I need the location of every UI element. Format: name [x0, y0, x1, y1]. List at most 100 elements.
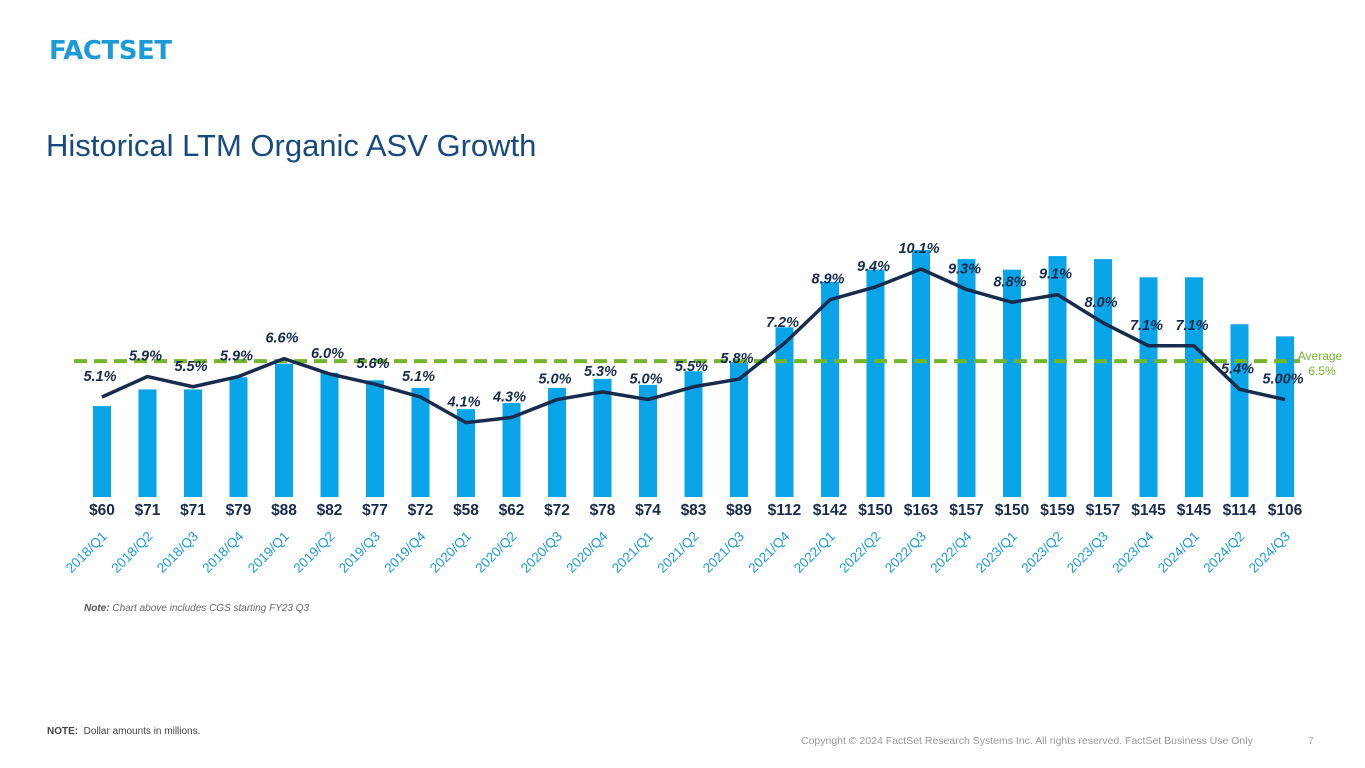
- growth-label: 5.1%: [83, 369, 116, 385]
- growth-label: 5.5%: [675, 359, 708, 375]
- bar: [912, 250, 930, 497]
- bar: [684, 371, 703, 497]
- bar-value-label: $74: [635, 502, 661, 519]
- bar: [821, 281, 839, 497]
- category-label: 2022/Q2: [836, 529, 883, 576]
- bar: [457, 409, 475, 497]
- category-label: 2023/Q1: [973, 529, 1020, 576]
- bar-value-label: $163: [904, 502, 939, 519]
- bar-value-label: $112: [768, 502, 802, 519]
- bar-value-label: $89: [726, 502, 752, 519]
- factset-logo: FACTSET: [49, 36, 172, 66]
- bar: [320, 372, 339, 497]
- category-label: 2019/Q2: [290, 529, 337, 576]
- bar-value-label: $150: [858, 502, 892, 519]
- growth-label: 9.4%: [857, 259, 890, 275]
- category-label: 2020/Q4: [563, 528, 611, 576]
- bar: [502, 403, 521, 497]
- bar: [1003, 269, 1021, 497]
- category-label: 2023/Q4: [1109, 528, 1157, 576]
- bar-value-label: $157: [1086, 502, 1120, 519]
- bar-value-label: $79: [226, 502, 252, 519]
- footnote: NOTE: Dollar amounts in millions.: [47, 726, 200, 737]
- bar-value-label: $82: [317, 502, 343, 519]
- category-label: 2022/Q1: [791, 529, 838, 576]
- average-label: Average: [1298, 349, 1343, 363]
- bar-value-label: $60: [89, 502, 115, 519]
- growth-label: 5.1%: [402, 369, 435, 385]
- category-label: 2024/Q1: [1155, 529, 1202, 576]
- category-label: 2019/Q4: [381, 528, 429, 576]
- growth-label: 5.0%: [629, 372, 662, 388]
- growth-label: 8.8%: [993, 274, 1026, 290]
- bar: [1230, 324, 1249, 497]
- category-label: 2018/Q1: [63, 529, 110, 576]
- bar: [138, 389, 157, 497]
- growth-label: 7.1%: [1175, 318, 1208, 334]
- growth-label: 7.2%: [766, 315, 799, 331]
- growth-label: 5.6%: [356, 356, 389, 372]
- bar-value-label: $78: [590, 502, 616, 519]
- category-label: 2018/Q4: [199, 528, 247, 576]
- category-label: 2024/Q2: [1200, 529, 1247, 576]
- growth-label: 4.1%: [446, 395, 480, 411]
- growth-label: 6.6%: [265, 331, 298, 347]
- bar-value-label: $150: [995, 502, 1029, 519]
- growth-label: 9.1%: [1039, 267, 1072, 283]
- category-label: 2023/Q3: [1064, 529, 1111, 576]
- growth-label: 5.00%: [1262, 372, 1303, 388]
- bar-value-label: $159: [1040, 502, 1075, 519]
- bar: [1276, 336, 1294, 497]
- bar-value-label: $71: [180, 502, 206, 519]
- growth-label: 8.0%: [1084, 295, 1117, 311]
- bar-value-label: $106: [1268, 502, 1303, 519]
- chart-note: Note: Chart above includes CGS starting …: [84, 603, 309, 614]
- page-number: 7: [1308, 735, 1314, 747]
- bar-value-label: $145: [1177, 502, 1212, 519]
- chart-note-text: Chart above includes CGS starting FY23 Q…: [112, 603, 310, 614]
- category-label: 2024/Q3: [1246, 529, 1293, 576]
- page-title: Historical LTM Organic ASV Growth: [46, 128, 537, 163]
- bar-value-label: $157: [949, 502, 983, 519]
- bar: [366, 380, 384, 497]
- category-label: 2021/Q2: [654, 529, 701, 576]
- growth-label: 5.9%: [129, 349, 162, 365]
- growth-label: 5.5%: [174, 359, 207, 375]
- category-label: 2021/Q1: [609, 529, 656, 576]
- growth-label: 10.1%: [898, 241, 939, 257]
- growth-line: [101, 267, 1286, 425]
- bar: [93, 406, 111, 497]
- category-label: 2021/Q4: [745, 528, 793, 576]
- category-label: 2020/Q3: [518, 529, 565, 576]
- bar-value-label: $72: [408, 502, 434, 519]
- category-label: 2019/Q1: [245, 529, 292, 576]
- bar-value-label: $142: [813, 502, 847, 519]
- bar-value-label: $72: [544, 502, 570, 519]
- bar-value-label: $83: [681, 502, 707, 519]
- copyright-text: Copyright © 2024 FactSet Research System…: [801, 735, 1253, 747]
- category-label: 2021/Q3: [700, 529, 747, 576]
- category-label: 2023/Q2: [1018, 529, 1065, 576]
- bar-value-label: $114: [1223, 502, 1257, 519]
- bar: [639, 384, 657, 497]
- bar: [775, 327, 794, 497]
- growth-label: 6.0%: [311, 346, 344, 362]
- growth-label: 5.4%: [1221, 361, 1254, 377]
- bar: [730, 362, 748, 497]
- growth-label: 9.3%: [948, 261, 981, 277]
- bar-value-label: $77: [362, 502, 388, 519]
- growth-label: 5.8%: [720, 351, 753, 367]
- bar: [1139, 277, 1158, 497]
- category-label: 2019/Q3: [336, 529, 383, 576]
- bar-value-label: $71: [135, 502, 161, 519]
- bar: [229, 377, 248, 497]
- category-label: 2018/Q2: [108, 529, 155, 576]
- growth-label: 5.9%: [220, 349, 253, 365]
- bar-value-label: $88: [271, 502, 297, 519]
- footnote-text: Dollar amounts in millions.: [83, 726, 201, 737]
- bar: [184, 389, 202, 497]
- bar: [275, 363, 293, 497]
- bar: [548, 387, 566, 497]
- bar: [866, 269, 885, 497]
